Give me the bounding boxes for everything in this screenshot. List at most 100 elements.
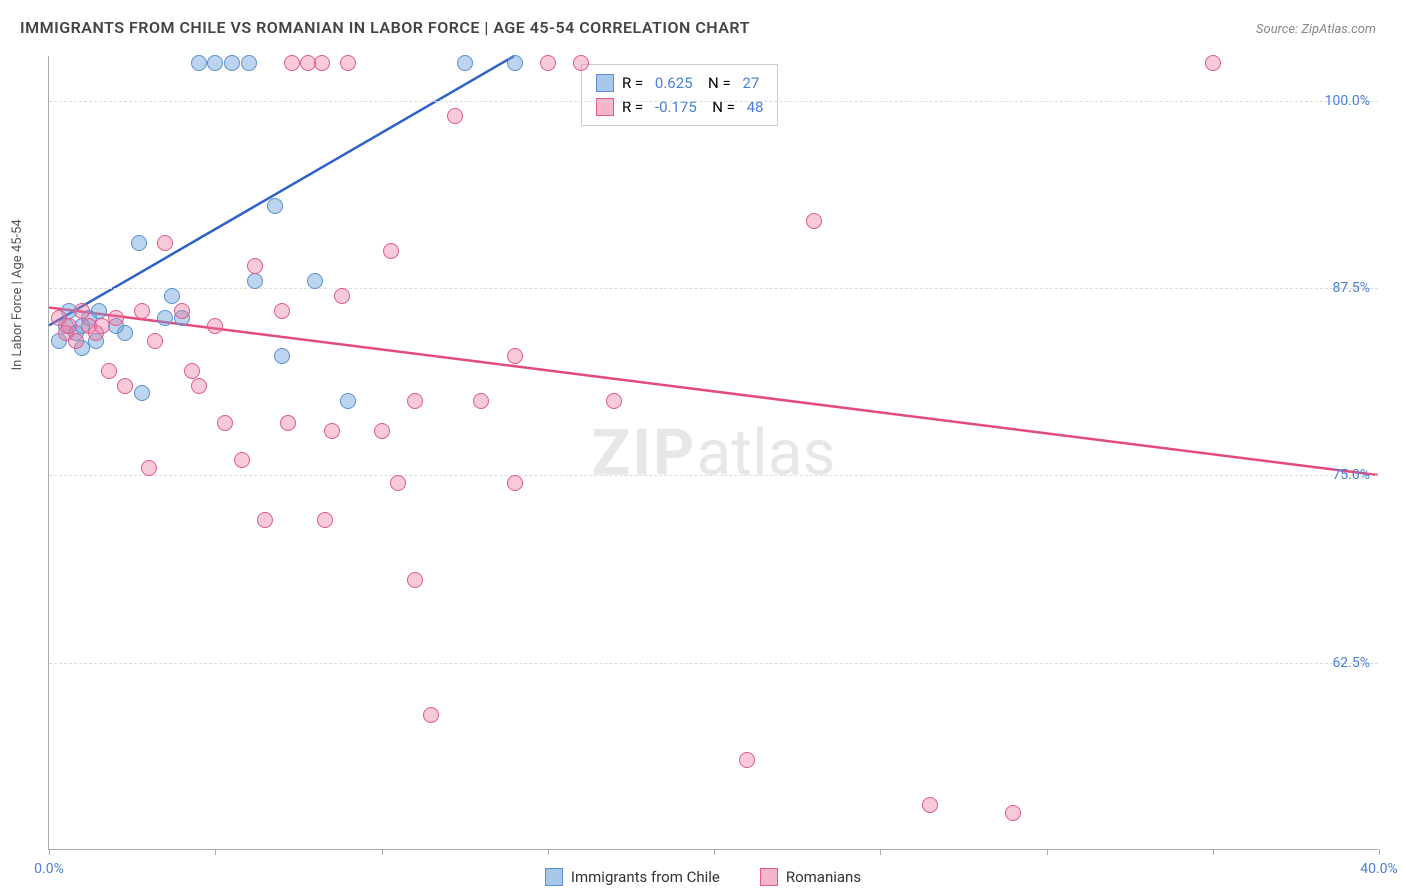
data-point [164,288,180,304]
stats-legend: R = 0.625 N = 27 R = -0.175 N = 48 [581,64,778,126]
data-point [540,55,556,71]
source-label: Source: ZipAtlas.com [1256,22,1376,37]
data-point [68,333,84,349]
legend-label: Romanians [786,868,861,886]
data-point [108,310,124,326]
stats-legend-row: R = 0.625 N = 27 [596,71,763,95]
data-point [207,318,223,334]
swatch-icon [545,868,563,886]
data-point [407,572,423,588]
legend-label: Immigrants from Chile [571,868,720,886]
data-point [134,303,150,319]
data-point [340,393,356,409]
stat-r-value: -0.175 [655,95,697,119]
stats-legend-row: R = -0.175 N = 48 [596,95,763,119]
x-tick [1213,849,1214,855]
data-point [174,303,190,319]
gridline [49,288,1378,289]
data-point [101,363,117,379]
x-tick [880,849,881,855]
data-point [284,55,300,71]
stat-r-value: 0.625 [655,71,693,95]
data-point [507,55,523,71]
gridline [49,475,1378,476]
data-point [91,303,107,319]
data-point [473,393,489,409]
x-tick [382,849,383,855]
stat-n-value: 27 [742,71,759,95]
data-point [1005,805,1021,821]
data-point [274,348,290,364]
chart-title: IMMIGRANTS FROM CHILE VS ROMANIAN IN LAB… [20,18,750,37]
gridline [49,101,1378,102]
stat-n-value: 48 [747,95,764,119]
data-point [390,475,406,491]
data-point [334,288,350,304]
data-point [407,393,423,409]
stat-n-label: N = [705,95,739,119]
y-tick-label: 100.0% [1325,93,1370,109]
gridline [49,663,1378,664]
data-point [317,512,333,528]
data-point [224,55,240,71]
x-tick [1379,849,1380,855]
data-point [147,333,163,349]
data-point [507,475,523,491]
data-point [507,348,523,364]
x-tick [714,849,715,855]
data-point [274,303,290,319]
data-point [157,235,173,251]
data-point [234,452,250,468]
data-point [217,415,233,431]
data-point [117,378,133,394]
data-point [383,243,399,259]
regression-lines [49,56,1378,849]
data-point [191,55,207,71]
data-point [74,303,90,319]
data-point [134,385,150,401]
data-point [457,55,473,71]
y-tick-label: 75.0% [1332,467,1370,483]
y-axis-label: In Labor Force | Age 45-54 [10,219,25,370]
stat-n-label: N = [701,71,735,95]
x-tick [49,849,50,855]
data-point [267,198,283,214]
data-point [806,213,822,229]
data-point [207,55,223,71]
data-point [307,273,323,289]
data-point [423,707,439,723]
data-point [340,55,356,71]
legend-item-romanians: Romanians [760,868,861,886]
data-point [191,378,207,394]
data-point [257,512,273,528]
data-point [157,310,173,326]
y-tick-label: 87.5% [1332,280,1370,296]
legend-item-chile: Immigrants from Chile [545,868,720,886]
data-point [324,423,340,439]
swatch-icon [760,868,778,886]
data-point [117,325,133,341]
data-point [573,55,589,71]
y-tick-label: 62.5% [1332,655,1370,671]
data-point [739,752,755,768]
x-tick [548,849,549,855]
data-point [141,460,157,476]
x-tick [1047,849,1048,855]
data-point [606,393,622,409]
data-point [447,108,463,124]
x-tick [215,849,216,855]
data-point [247,258,263,274]
data-point [922,797,938,813]
data-point [247,273,263,289]
data-point [314,55,330,71]
stat-r-label: R = [622,71,647,95]
data-point [61,318,77,334]
data-point [241,55,257,71]
data-point [280,415,296,431]
swatch-icon [596,74,614,92]
data-point [1205,55,1221,71]
plot-area: ZIPatlas R = 0.625 N = 27 R = -0.175 N =… [48,56,1378,850]
data-point [184,363,200,379]
data-point [131,235,147,251]
series-legend: Immigrants from Chile Romanians [0,868,1406,886]
